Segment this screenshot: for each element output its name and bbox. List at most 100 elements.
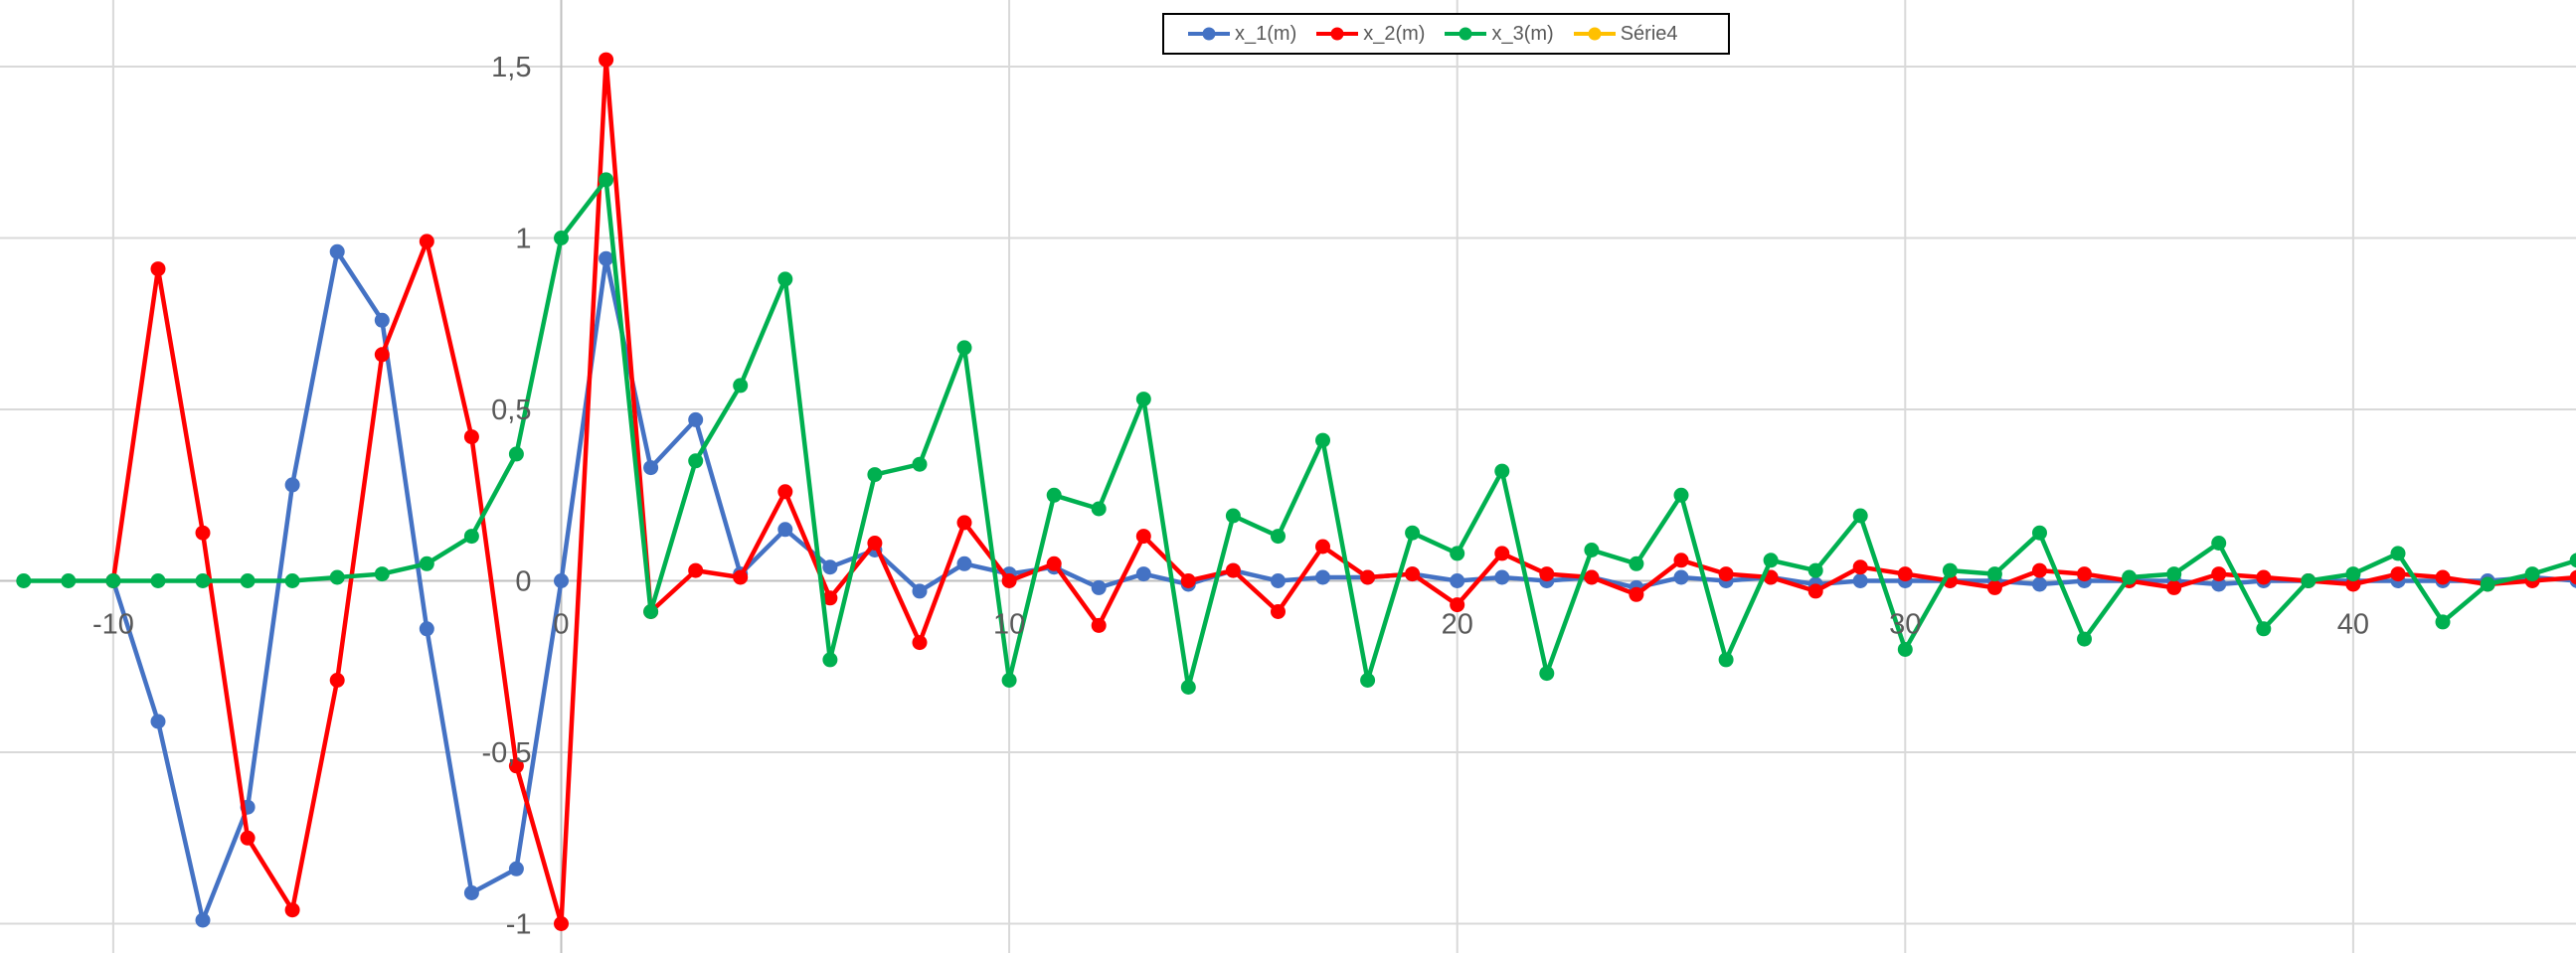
x-tick-label: 40 — [2337, 609, 2369, 641]
legend-label: x_2(m) — [1363, 22, 1426, 45]
data-point — [2569, 553, 2576, 568]
series-line — [110, 57, 2576, 926]
data-point — [2569, 569, 2576, 585]
data-point — [284, 573, 300, 588]
data-point — [777, 484, 793, 500]
data-point — [1539, 666, 1555, 682]
legend-item: Série4 — [1572, 23, 1678, 46]
x-tick-label: 30 — [1889, 609, 1921, 641]
data-point — [1673, 553, 1689, 568]
legend-label: x_1(m) — [1235, 22, 1297, 45]
data-point — [508, 861, 524, 876]
data-point — [1225, 562, 1241, 578]
legend-label: Série4 — [1620, 22, 1678, 45]
data-point — [1001, 573, 1017, 588]
data-point — [1315, 569, 1330, 585]
data-point — [956, 340, 972, 356]
series-2 — [105, 52, 2576, 931]
data-point — [1807, 562, 1823, 578]
data-point — [1405, 525, 1421, 541]
data-point — [463, 885, 479, 900]
data-point — [329, 673, 345, 688]
data-point — [912, 635, 928, 651]
data-point — [419, 621, 434, 637]
data-point — [1897, 642, 1913, 657]
data-point — [1673, 487, 1689, 503]
data-point — [2032, 576, 2047, 592]
data-point — [1046, 556, 1062, 571]
x-tick-label: 20 — [1442, 609, 1473, 641]
data-point — [1450, 597, 1465, 613]
data-point — [867, 467, 883, 483]
series-line — [110, 249, 2576, 923]
x-tick-label: -10 — [92, 609, 134, 641]
data-point — [1360, 569, 1376, 585]
data-point — [61, 573, 77, 588]
data-point — [508, 446, 524, 462]
data-point — [2211, 536, 2227, 551]
data-point — [1315, 432, 1330, 448]
series-1 — [105, 243, 2576, 928]
data-point — [1225, 508, 1241, 524]
data-point — [777, 522, 793, 538]
data-point — [1091, 579, 1107, 595]
data-point — [195, 525, 211, 541]
data-point — [733, 378, 749, 394]
legend-item: x_2(m) — [1314, 23, 1425, 46]
data-point — [1897, 566, 1913, 582]
data-point — [822, 652, 838, 668]
legend-marker-icon — [1188, 27, 1230, 41]
data-point — [688, 453, 704, 469]
data-point — [688, 562, 704, 578]
data-point — [688, 411, 704, 427]
data-point — [1046, 487, 1062, 503]
data-point — [2166, 579, 2182, 595]
series-line — [23, 177, 2576, 690]
data-point — [599, 250, 614, 266]
data-point — [1271, 573, 1286, 588]
data-point — [1852, 508, 1868, 524]
data-point — [2256, 621, 2272, 637]
data-point — [2301, 573, 2317, 588]
data-point — [1852, 559, 1868, 575]
data-point — [1763, 553, 1779, 568]
x-tick-label: 10 — [993, 609, 1025, 641]
data-point — [1718, 652, 1734, 668]
data-point — [1629, 556, 1644, 571]
data-point — [419, 556, 434, 571]
data-point — [1450, 573, 1465, 588]
data-point — [2211, 576, 2227, 592]
data-point — [2122, 569, 2138, 585]
legend-marker-icon — [1316, 27, 1359, 41]
data-point — [1001, 673, 1017, 688]
data-point — [822, 590, 838, 606]
data-point — [2345, 576, 2361, 592]
data-point — [554, 916, 569, 931]
y-tick-label: 0,5 — [491, 395, 531, 426]
data-point — [150, 573, 166, 588]
data-point — [1450, 546, 1465, 561]
data-point — [643, 604, 659, 619]
data-point — [956, 515, 972, 531]
series-3 — [16, 172, 2576, 695]
data-point — [150, 261, 166, 277]
data-point — [2256, 569, 2272, 585]
data-point — [554, 231, 569, 245]
data-point — [1405, 566, 1421, 582]
legend-marker-icon — [1445, 27, 1487, 41]
data-point — [1718, 566, 1734, 582]
data-point — [1539, 566, 1555, 582]
data-point — [2211, 566, 2227, 582]
data-point — [284, 477, 300, 493]
legend: x_1(m) x_2(m) x_3(m) Série4 — [1162, 13, 1730, 55]
data-point — [1271, 604, 1286, 619]
data-point — [374, 312, 390, 328]
data-point — [1986, 566, 2002, 582]
data-point — [1494, 569, 1510, 585]
data-point — [508, 758, 524, 774]
data-point — [2077, 631, 2092, 647]
data-point — [554, 573, 569, 588]
tick-labels: -10 0 10 20 30 40 -1 -0,5 0 0,5 1 1,5 — [92, 52, 2369, 941]
